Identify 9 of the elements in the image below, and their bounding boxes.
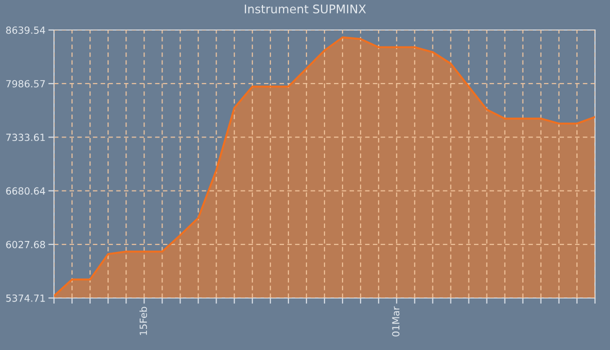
y-tick-label: 5374.71	[6, 294, 45, 302]
y-tick-label: 6680.64	[6, 187, 46, 195]
y-tick-label: 7986.57	[6, 80, 45, 88]
x-tick-label: 15Feb	[139, 306, 147, 335]
y-tick-label: 6027.68	[6, 240, 45, 248]
chart-title: Instrument SUPMINX	[244, 4, 366, 14]
y-tick-label: 8639.54	[6, 26, 46, 34]
y-tick-label: 7333.61	[6, 134, 45, 142]
x-tick-label: 01Mar	[392, 306, 400, 336]
